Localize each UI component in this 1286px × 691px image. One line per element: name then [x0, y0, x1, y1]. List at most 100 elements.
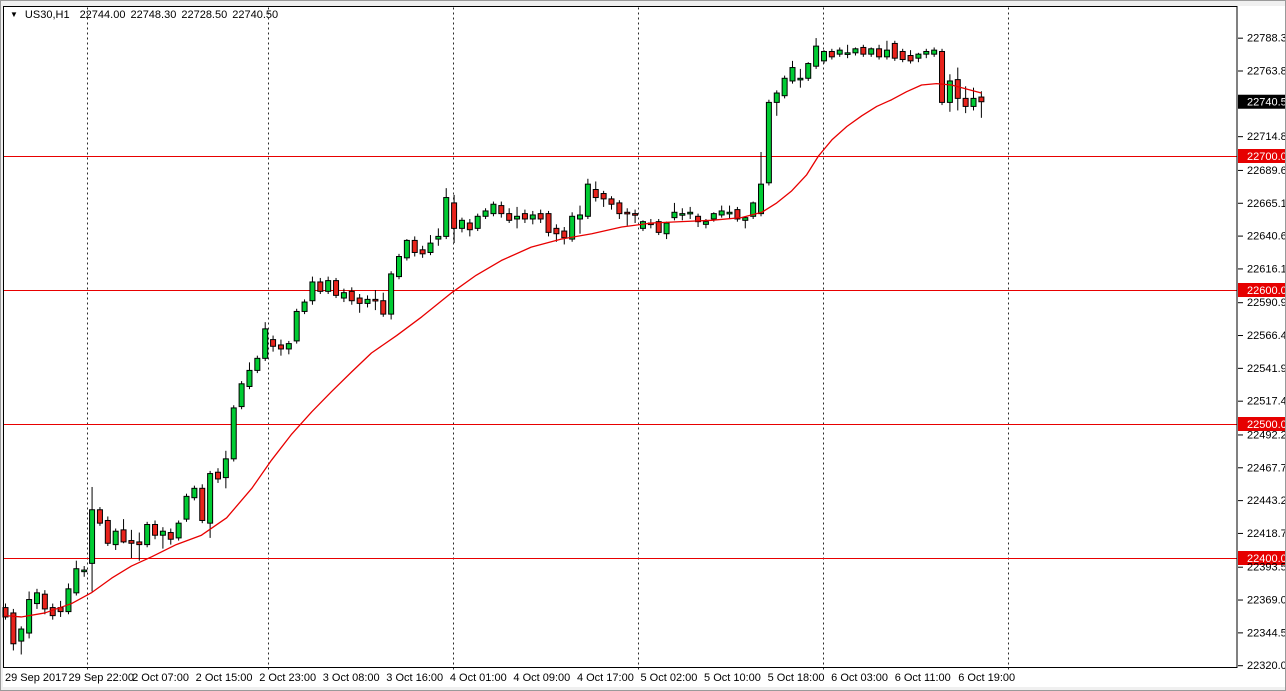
- price-level-label: 22700.00: [1247, 151, 1286, 163]
- time-axis-label[interactable]: 2 Oct 23:00: [259, 672, 316, 684]
- quote-open: 22744.00: [79, 9, 126, 21]
- candle-down: [498, 205, 505, 215]
- candle-down: [521, 213, 528, 220]
- candle-down: [828, 50, 835, 58]
- candle-up: [230, 407, 237, 460]
- candle-down: [632, 213, 639, 216]
- candle-up: [577, 214, 584, 220]
- candle-up: [797, 77, 804, 81]
- candle-down: [136, 541, 143, 546]
- candle-up: [254, 357, 261, 371]
- time-axis-label[interactable]: 6 Oct 19:00: [958, 672, 1015, 684]
- price-axis-label: 22763.80: [1247, 66, 1286, 78]
- candle-down: [152, 524, 159, 536]
- candle-up: [175, 522, 182, 539]
- time-axis-label[interactable]: 4 Oct 01:00: [450, 672, 507, 684]
- candle-up: [443, 197, 450, 237]
- candle-up: [663, 222, 670, 235]
- candle-up: [702, 221, 709, 225]
- price-axis-label: 22541.90: [1247, 363, 1286, 375]
- candle-up: [222, 458, 229, 479]
- time-axis-label[interactable]: 4 Oct 17:00: [577, 672, 634, 684]
- candle-up: [569, 215, 576, 240]
- candle-down: [616, 202, 623, 215]
- candle-up: [758, 183, 765, 215]
- time-axis-label[interactable]: 5 Oct 10:00: [704, 672, 761, 684]
- candle-down: [734, 209, 741, 220]
- candle-down: [876, 48, 883, 58]
- candle-up: [931, 49, 938, 55]
- window-bottom-frame: [1, 687, 1285, 690]
- time-axis-label[interactable]: 3 Oct 08:00: [323, 672, 380, 684]
- candle-down: [41, 593, 48, 610]
- price-level-label: 22400.00: [1247, 553, 1286, 565]
- price-axis-label: 22393.50: [1247, 562, 1286, 574]
- time-axis-label[interactable]: 4 Oct 09:00: [513, 672, 570, 684]
- time-axis-label[interactable]: 29 Sep 22:00: [69, 672, 134, 684]
- candle-up: [789, 67, 796, 82]
- time-axis-label[interactable]: 3 Oct 16:00: [386, 672, 443, 684]
- candle-up: [868, 48, 875, 55]
- candle-down: [372, 298, 379, 302]
- candle-up: [671, 211, 678, 219]
- price-level-badge: [1238, 417, 1285, 431]
- time-axis-label[interactable]: 5 Oct 18:00: [768, 672, 825, 684]
- time-axis-label[interactable]: 5 Oct 02:00: [641, 672, 698, 684]
- candle-down: [348, 290, 355, 302]
- candle-up: [388, 273, 395, 315]
- candle-down: [10, 612, 17, 645]
- candle-down: [978, 96, 985, 103]
- candle-up: [65, 588, 72, 613]
- candle-up: [781, 77, 788, 97]
- candle-up: [403, 239, 410, 259]
- price-level-badge: [1238, 283, 1285, 297]
- candle-up: [325, 280, 332, 292]
- time-axis-label[interactable]: 2 Oct 15:00: [196, 672, 253, 684]
- candle-down: [167, 532, 174, 540]
- candle-up: [482, 210, 489, 217]
- candle-up: [33, 592, 40, 605]
- plot-border: [3, 6, 1238, 668]
- candle-up: [773, 92, 780, 103]
- candle-up: [73, 568, 80, 594]
- candle-down: [317, 281, 324, 292]
- price-axis-label: 22517.40: [1247, 396, 1286, 408]
- price-level-badge: [1238, 149, 1285, 163]
- chevron-down-icon[interactable]: ▼: [10, 10, 18, 19]
- candle-down: [954, 79, 961, 99]
- price-level-label: 22600.00: [1247, 285, 1286, 297]
- candle-up: [710, 213, 717, 220]
- candle-up: [883, 49, 890, 58]
- time-axis-label[interactable]: 6 Oct 03:00: [831, 672, 888, 684]
- plot-area[interactable]: [3, 6, 1238, 668]
- candle-down: [899, 50, 906, 61]
- candle-up: [844, 52, 851, 55]
- candle-up: [301, 301, 308, 312]
- symbol-timeframe-label: US30,H1: [24, 9, 70, 21]
- candle-down: [411, 239, 418, 253]
- candle-up: [679, 213, 686, 216]
- candle-up: [309, 281, 316, 302]
- candle-up: [946, 80, 953, 103]
- candle-up: [474, 215, 481, 229]
- candle-down: [214, 471, 221, 480]
- time-axis-label[interactable]: 6 Oct 11:00: [895, 672, 951, 684]
- candle-down: [600, 193, 607, 200]
- time-axis-label[interactable]: 2 Oct 07:00: [132, 672, 189, 684]
- candle-up: [915, 53, 922, 59]
- moving-average-line: [5, 82, 982, 618]
- candle-up: [191, 487, 198, 499]
- candle-down: [506, 213, 513, 221]
- time-axis-label[interactable]: 29 Sep 2017: [5, 672, 67, 684]
- candle-up: [340, 292, 347, 299]
- current-price-badge: [1238, 94, 1285, 109]
- candle-up: [183, 495, 190, 520]
- candle-down: [962, 97, 969, 107]
- candle-up: [144, 524, 151, 546]
- candle-down: [624, 211, 631, 215]
- candle-up: [765, 101, 772, 184]
- price-axis-label: 22418.70: [1247, 528, 1286, 540]
- candle-up: [726, 211, 733, 215]
